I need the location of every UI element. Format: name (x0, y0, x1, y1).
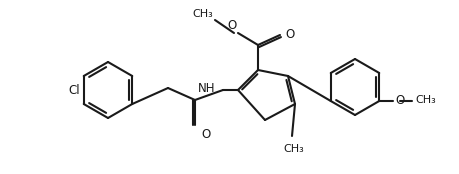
Text: CH₃: CH₃ (192, 9, 213, 19)
Text: CH₃: CH₃ (415, 95, 436, 105)
Text: O: O (395, 93, 404, 106)
Text: O: O (201, 128, 210, 141)
Text: Cl: Cl (68, 84, 80, 97)
Text: O: O (228, 19, 237, 32)
Text: CH₃: CH₃ (284, 144, 304, 154)
Text: O: O (285, 27, 294, 41)
Text: NH: NH (197, 81, 215, 94)
